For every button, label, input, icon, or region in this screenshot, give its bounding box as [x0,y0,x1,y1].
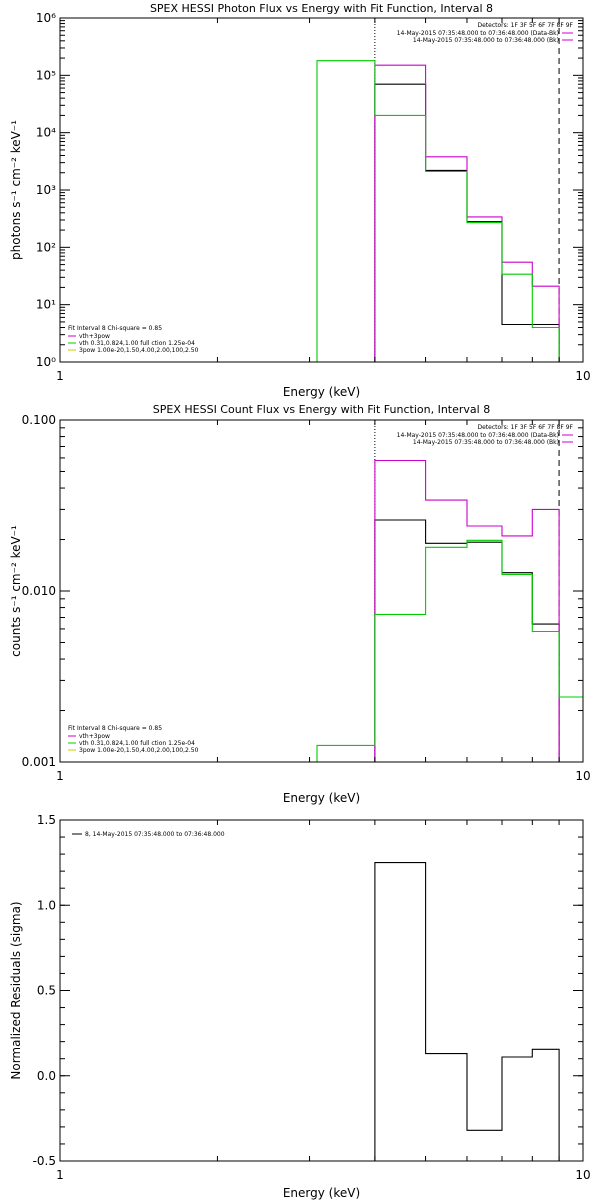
legend-entry-text: 14-May-2015 07:35:48.000 to 07:36:48.000… [413,37,559,44]
x-tick-label: 1 [56,1168,64,1182]
x-tick-label: 1 [56,369,64,383]
legend-entry-text: 8, 14-May-2015 07:35:48.000 to 07:36:48.… [85,831,225,838]
chart-panel-2: SPEX HESSI Count Flux vs Energy with Fit… [9,403,591,805]
y-tick-label: 10⁴ [36,126,56,140]
series-line [374,64,560,362]
series-line [374,459,560,762]
y-tick-label: 0.0 [37,1069,56,1083]
y-tick-label: 10¹ [36,298,56,312]
legend-entry-text: 14-May-2015 07:35:48.000 to 07:36:48.000… [397,432,559,439]
legend-entry-text: 14-May-2015 07:35:48.000 to 07:36:48.000… [413,439,559,446]
x-tick-label: 1 [56,769,64,783]
x-tick-label: 10 [575,769,590,783]
x-axis-label: Energy (keV) [283,1186,360,1200]
series-line [374,862,560,1161]
x-axis-label: Energy (keV) [283,791,360,805]
legend-entry-text: vth 0.31,0.824,1.00 full ction 1.25e-04 [79,740,195,747]
legend-entry-text: vth 0.31,0.824,1.00 full ction 1.25e-04 [79,340,195,347]
y-axis-label: photons s⁻¹ cm⁻² keV⁻¹ [9,120,23,260]
legend-fit-header: Fit Interval 8 Chi-square = 0.85 [68,325,162,332]
chart-title: SPEX HESSI Count Flux vs Energy with Fit… [153,403,490,416]
legend-detectors-text: Detectors: 1F 3F 5F 6F 7F 8F 9F [477,22,573,29]
plot-frame [59,419,584,763]
series-line [374,519,560,762]
legend-entry-text: vth+3pow [79,733,110,740]
x-tick-label: 10 [575,1168,590,1182]
y-tick-label: 1.0 [37,898,56,912]
series-line [316,60,560,362]
data-layer [374,862,560,1161]
y-axis-label: Normalized Residuals (sigma) [9,901,23,1079]
legend-entry-text: 14-May-2015 07:35:48.000 to 07:36:48.000… [397,30,559,37]
chart-panel-3: 1 10 -0.5 0.0 0.5 1.0 1.5 Energy (keV) Normalize… [9,813,591,1200]
y-axis-label: counts s⁻¹ cm⁻² keV⁻¹ [9,525,23,657]
plot-frame [59,819,584,1162]
y-tick-label: 10⁶ [36,11,56,25]
x-axis-label: Energy (keV) [283,385,360,399]
x-tick-label: 10 [575,369,590,383]
y-tick-label: 0.5 [37,984,56,998]
y-tick-label: 0.100 [22,413,56,427]
y-tick-label: 0.001 [22,755,56,769]
chart-title: SPEX HESSI Photon Flux vs Energy with Fi… [150,2,493,15]
legend-entry-text: 3pow 1.00e-20,1.50,4.00,2.00,100,2.50 [79,747,199,754]
data-layer [316,420,583,762]
y-tick-label: 10⁵ [36,68,56,82]
chart-panel-1: SPEX HESSI Photon Flux vs Energy with Fi… [9,2,591,399]
legend-fit-header: Fit Interval 8 Chi-square = 0.85 [68,725,162,732]
legend-detectors-text: Detectors: 1F 3F 5F 6F 7F 8F 9F [477,424,573,431]
y-tick-label: 1.5 [37,813,56,827]
y-tick-label: 10³ [36,183,56,197]
y-tick-label: 0.010 [22,584,56,598]
y-tick-label: 10⁰ [36,355,56,369]
y-tick-label: 10² [36,240,56,254]
series-line [316,539,583,762]
legend-entry-text: vth+3pow [79,333,110,340]
legend-entry-text: 3pow 1.00e-20,1.50,4.00,2.00,100,2.50 [79,347,199,354]
data-layer [316,18,560,362]
plot-frame [59,17,584,363]
y-tick-label: -0.5 [33,1154,56,1168]
